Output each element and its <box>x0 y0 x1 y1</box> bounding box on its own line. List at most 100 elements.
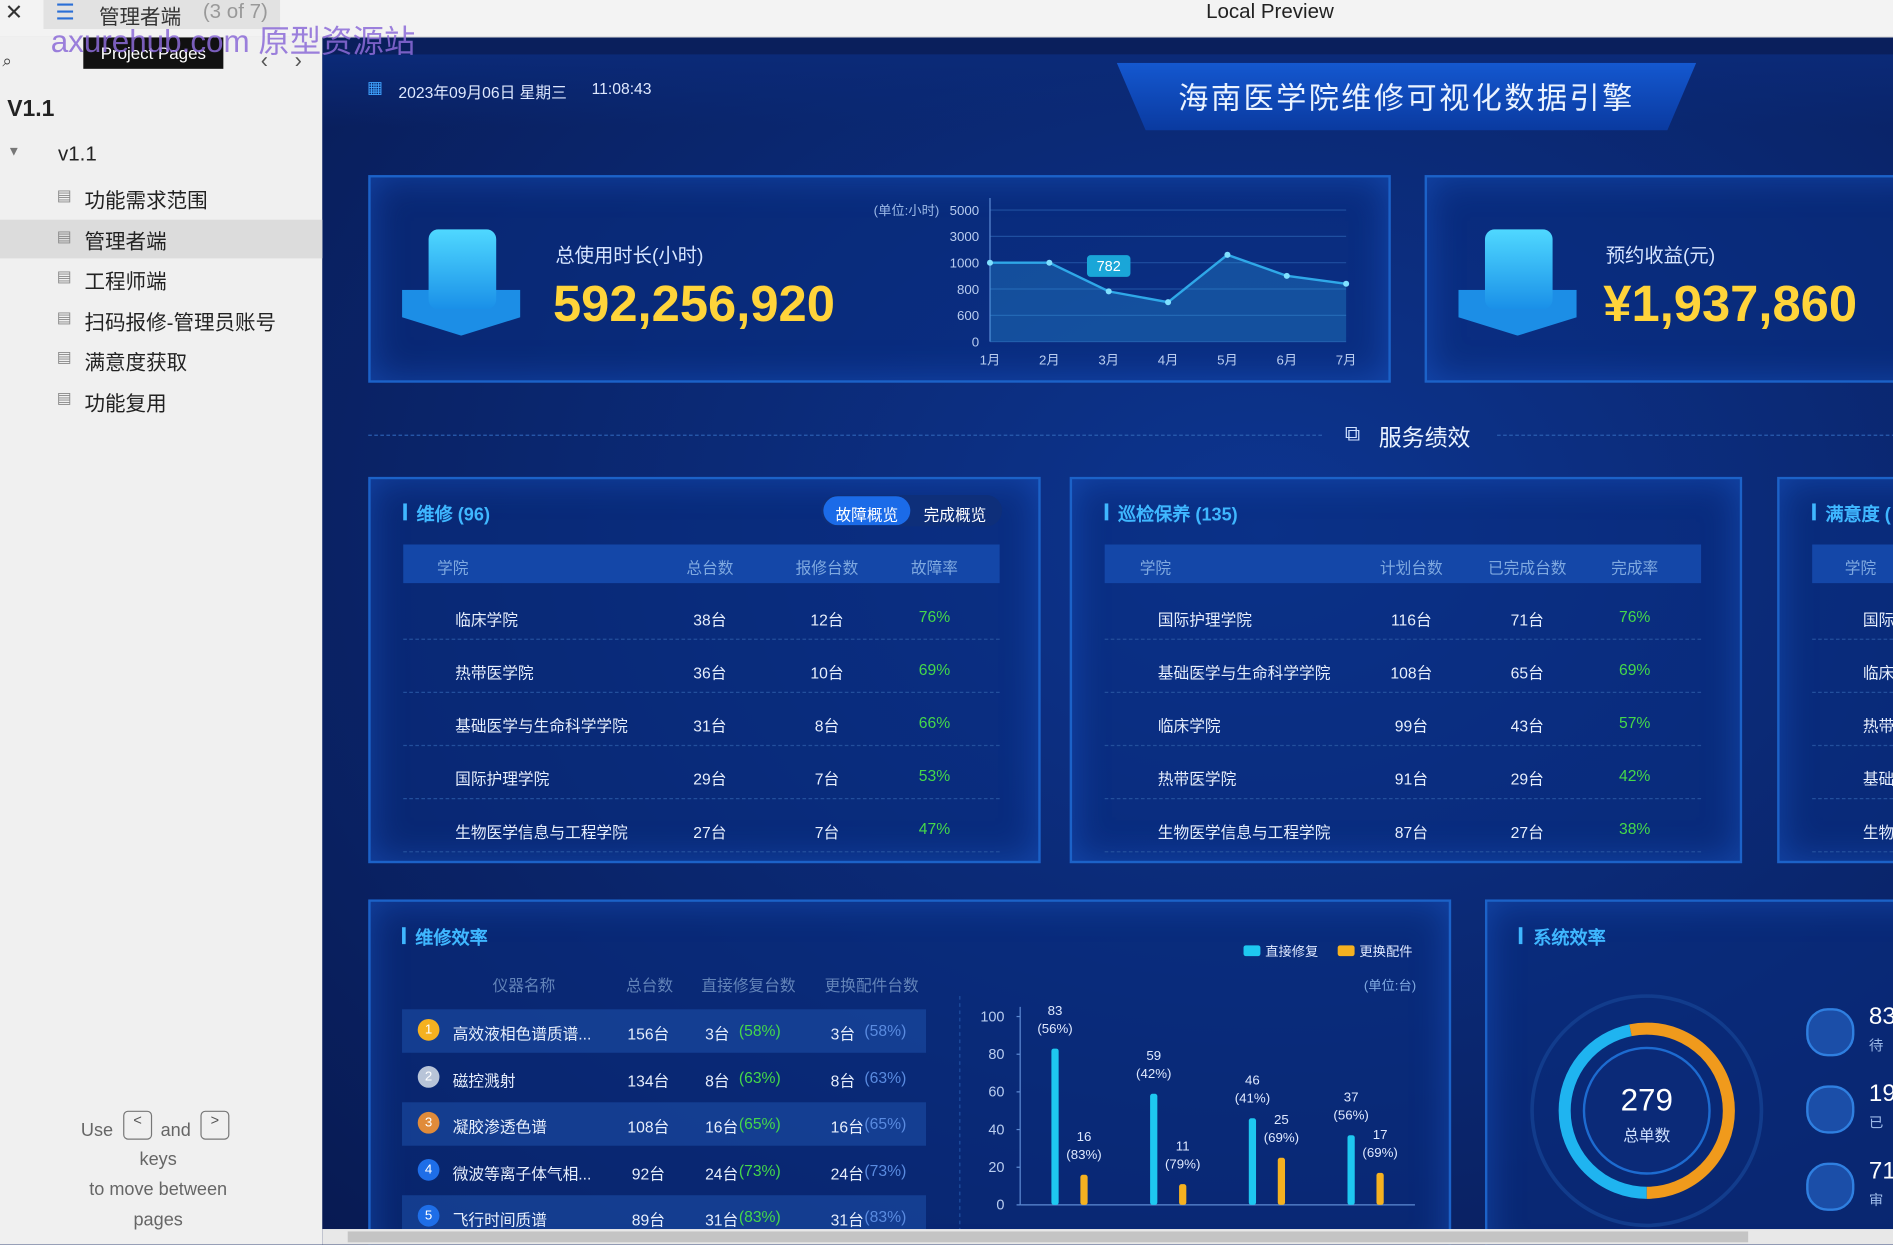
column-header: 更换配件台数 <box>824 976 919 995</box>
row-divider <box>1812 638 1893 640</box>
dashboard-title: 海南医学院维修可视化数据引擎 <box>1178 82 1635 116</box>
table-cell: 8台 <box>814 717 840 736</box>
usage-chart: (单位:小时) 0 600 800 1000 3000 5000 1月 2月 3月 782 4月 5月 6… <box>874 197 1356 368</box>
column-header: 仪器名称 <box>492 976 556 995</box>
next-page[interactable]: › <box>294 48 302 73</box>
panel <box>368 899 1452 1245</box>
share-label: (42%) <box>1136 1066 1171 1081</box>
column-header: 学院 <box>1844 558 1877 578</box>
table-cell: 3台 <box>705 1024 730 1044</box>
table-cell: 24台 <box>830 1164 864 1183</box>
page-icon: ▤ <box>56 185 72 205</box>
point <box>1165 299 1172 306</box>
rank-badge: 4 <box>417 1158 440 1181</box>
section-title: 服务绩效 <box>1378 426 1471 452</box>
tab[interactable]: 故障概览 <box>835 505 899 524</box>
table-cell: 69% <box>1618 660 1651 679</box>
page-link[interactable]: 管理者端 <box>84 230 167 254</box>
table-cell: 71台 <box>1510 610 1544 630</box>
column-header: 总台数 <box>625 976 674 995</box>
page-link[interactable]: 扫码报修-管理员账号 <box>84 311 277 335</box>
column-header: 报修台数 <box>795 558 859 578</box>
bar <box>1347 1135 1355 1205</box>
tree-root[interactable]: v1.1 <box>57 142 97 166</box>
table-header <box>1812 544 1893 584</box>
table-cell: (83%) <box>864 1207 907 1226</box>
hint-text: Use <box>80 1120 114 1141</box>
page-icon: ▤ <box>56 348 72 367</box>
panel-marker <box>1812 503 1816 521</box>
table-cell: 29台 <box>1510 770 1544 789</box>
table-cell: 基础医学与生命科学学院 <box>455 717 628 736</box>
y-tick-label: 0 <box>972 334 979 349</box>
table-cell: 65台 <box>1510 664 1544 683</box>
page-tab[interactable] <box>43 0 281 29</box>
share-label: (69%) <box>1362 1145 1397 1160</box>
chart-unit: (单位:小时) <box>874 203 940 218</box>
close-button[interactable]: ✕ <box>4 0 24 25</box>
tab[interactable]: 完成概览 <box>923 505 987 524</box>
table-cell: 91台 <box>1394 770 1428 789</box>
preview-title: Local Preview <box>1206 0 1334 23</box>
page-link[interactable]: 满意度获取 <box>84 351 188 375</box>
data-label: 83 <box>1048 1003 1063 1018</box>
point <box>986 259 994 266</box>
page-title: 管理者端 <box>98 6 182 29</box>
scroll-thumb[interactable] <box>347 1231 1749 1243</box>
legend-label: 直接修复 <box>1265 943 1318 959</box>
table-cell: 76% <box>1618 607 1651 626</box>
tree-toggle[interactable]: ▼ <box>7 144 21 160</box>
table-cell: 47% <box>918 819 951 838</box>
chart-unit: (单位:台) <box>1364 978 1416 993</box>
bar <box>1277 1157 1286 1205</box>
point <box>1283 272 1290 279</box>
menu-icon[interactable]: ☰ <box>55 0 76 25</box>
bar <box>1051 1048 1059 1205</box>
table-cell: 16台 <box>705 1117 739 1137</box>
search-icon[interactable]: ⌕ <box>2 50 12 71</box>
tooltip: Project Pages <box>83 37 224 69</box>
row-divider <box>1104 851 1702 853</box>
donut: 279 总单数 <box>1530 994 1764 1228</box>
top-bar: ✕ ☰ 管理者端 (3 of 7) Local Preview <box>0 0 1893 38</box>
kpi-icon <box>1484 229 1553 310</box>
table-cell: 31台 <box>705 1210 739 1230</box>
total-value: 279 <box>1621 1083 1673 1118</box>
table-cell: (63%) <box>738 1067 781 1086</box>
page-icon: ▤ <box>56 307 72 326</box>
page-link[interactable]: 工程师端 <box>84 270 167 294</box>
x-tick-label: 6月 <box>1276 353 1297 368</box>
y-tick-label: 1000 <box>950 256 980 271</box>
page-link[interactable]: 功能需求范围 <box>84 189 208 213</box>
y-tick-label: 20 <box>988 1160 1004 1176</box>
kpi-value: 592,256,920 <box>552 275 835 333</box>
table-cell: 8台 <box>830 1071 856 1090</box>
y-tick-label: 600 <box>957 308 979 323</box>
table-cell: (63%) <box>864 1067 907 1086</box>
share-label: (56%) <box>1037 1021 1072 1036</box>
prev-page[interactable]: ‹ <box>260 48 269 73</box>
data-label: 16 <box>1077 1129 1092 1144</box>
y-tick-label: 40 <box>988 1122 1004 1138</box>
panel-marker <box>403 503 407 521</box>
row-divider <box>1104 798 1702 800</box>
page-link[interactable]: 功能复用 <box>84 392 167 416</box>
x-tick-label: 3月 <box>1098 353 1119 368</box>
table-cell: 31台 <box>693 717 727 736</box>
tab-active <box>823 496 911 526</box>
table-cell: 临床学院 <box>455 610 518 630</box>
bar <box>1179 1184 1187 1205</box>
x-tick-label: 1月 <box>980 353 1001 368</box>
column-header: 学院 <box>437 558 469 578</box>
table-cell: 10台 <box>810 664 844 683</box>
table-cell: 66% <box>918 713 951 732</box>
efficiency-chart: (单位:台) 直接修复 更换配件 0 20 40 60 80 100 83 (56%) 59 (42%)… <box>959 943 1416 1245</box>
y-tick-label: 0 <box>996 1198 1004 1214</box>
row-divider <box>403 798 1000 800</box>
table-cell: 134台 <box>627 1071 670 1090</box>
panel-title: 巡检保养 (135) <box>1117 504 1238 526</box>
data-label: 37 <box>1344 1089 1359 1104</box>
table-cell: 108台 <box>627 1117 670 1137</box>
table-cell: 69% <box>918 660 951 679</box>
table-cell: 89台 <box>631 1210 665 1230</box>
